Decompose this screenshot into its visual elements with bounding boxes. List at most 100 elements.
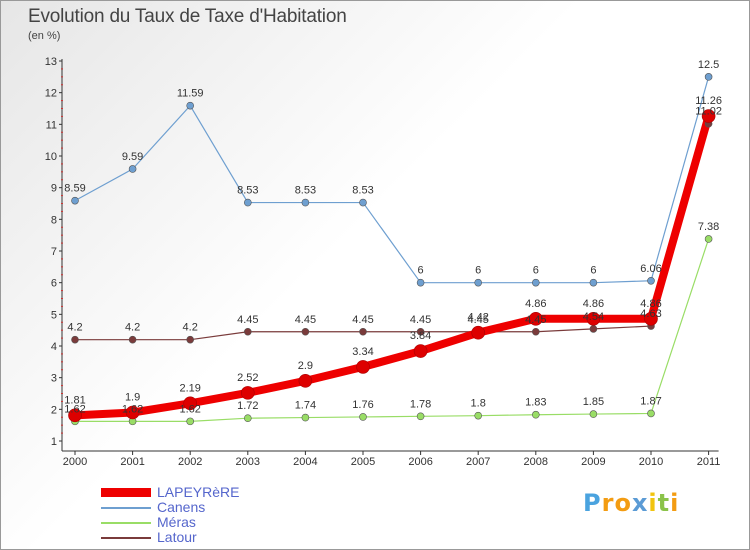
- y-minor-tick: [61, 321, 63, 323]
- data-label: 7.38: [698, 221, 719, 233]
- data-point: [68, 408, 82, 423]
- y-minor-tick: [61, 68, 63, 70]
- data-point: [183, 396, 197, 411]
- data-label: 11.02: [695, 106, 722, 118]
- data-point: [186, 101, 194, 110]
- y-minor-tick: [61, 210, 63, 212]
- y-minor-tick: [61, 100, 63, 102]
- y-minor-tick: [61, 305, 63, 307]
- data-point: [298, 374, 313, 388]
- data-point: [186, 417, 194, 426]
- y-minor-tick: [61, 266, 63, 268]
- data-point: [644, 311, 658, 326]
- y-tick-label: 7: [51, 246, 57, 258]
- data-point: [71, 335, 79, 344]
- data-label: 4.54: [583, 311, 604, 323]
- data-point: [531, 327, 540, 336]
- y-minor-tick: [61, 147, 63, 149]
- y-minor-tick: [61, 195, 63, 197]
- y-minor-tick: [61, 369, 63, 371]
- data-point: [704, 235, 713, 243]
- data-label: 6: [533, 265, 539, 277]
- data-point: [531, 410, 540, 419]
- series-line-1: [74, 76, 710, 284]
- data-label: 8.53: [237, 185, 258, 197]
- legend: LAPEYRèRE Canens Méras Latour: [101, 485, 239, 545]
- legend-label: Latour: [157, 529, 197, 545]
- data-point: [416, 278, 425, 287]
- y-minor-tick: [61, 416, 63, 418]
- data-point: [474, 278, 483, 287]
- data-point: [359, 198, 367, 207]
- y-tick-label: 10: [45, 151, 57, 163]
- data-point: [244, 198, 252, 207]
- data-label: 1.74: [295, 400, 316, 412]
- data-label: 6: [590, 265, 596, 277]
- data-point: [128, 335, 137, 344]
- legend-label: LAPEYRèRE: [157, 484, 240, 500]
- data-point: [589, 325, 598, 333]
- y-tick-label: 2: [51, 404, 57, 416]
- x-tick-label: 2009: [581, 456, 605, 468]
- y-tick-label: 5: [51, 309, 57, 321]
- y-minor-tick: [61, 76, 63, 78]
- y-tick-label: 13: [45, 56, 57, 68]
- series-lines: [71, 76, 713, 422]
- data-label: 4.2: [125, 322, 140, 334]
- data-point: [359, 327, 367, 336]
- data-point: [647, 276, 655, 285]
- data-point: [356, 360, 370, 374]
- chart-title: Evolution du Taux de Taxe d'Habitation: [28, 6, 347, 27]
- legend-swatch: [101, 536, 151, 539]
- data-point: [413, 344, 428, 358]
- legend-item: LAPEYRèRE: [101, 485, 239, 500]
- y-minor-tick: [61, 131, 63, 133]
- y-tick-label: 6: [51, 278, 57, 290]
- y-minor-tick: [61, 139, 63, 141]
- y-minor-tick: [61, 393, 63, 394]
- data-label: 4.45: [410, 314, 431, 326]
- data-label: 9.59: [122, 151, 143, 163]
- y-minor-tick: [61, 290, 63, 292]
- data-point: [128, 165, 137, 173]
- x-tick-label: 2005: [351, 456, 375, 468]
- y-tick-label: 1: [51, 436, 57, 448]
- data-point: [474, 411, 483, 420]
- x-tick-label: 2006: [408, 456, 432, 468]
- y-minor-tick: [61, 298, 63, 299]
- logo-letter: t: [657, 489, 671, 517]
- y-minor-tick: [61, 432, 63, 434]
- data-point: [647, 409, 655, 418]
- y-minor-tick: [61, 329, 63, 331]
- legend-swatch: [101, 521, 151, 524]
- legend-swatch: [101, 506, 151, 509]
- logo-letter: r: [601, 489, 615, 517]
- data-label: 1.62: [122, 403, 143, 415]
- y-minor-tick: [61, 361, 63, 363]
- data-label: 4.45: [237, 314, 258, 326]
- data-point: [301, 198, 310, 207]
- y-tick-label: 12: [45, 88, 57, 100]
- y-minor-tick: [61, 163, 63, 165]
- legend-item: Latour: [101, 530, 239, 545]
- x-tick-label: 2011: [697, 456, 721, 468]
- data-point: [244, 327, 252, 336]
- data-label: 4.86: [640, 298, 661, 310]
- data-label: 1.62: [64, 403, 85, 415]
- y-minor-tick: [61, 171, 63, 173]
- data-label: 3.34: [352, 346, 373, 358]
- data-label: 4.45: [525, 314, 546, 326]
- x-tick-label: 2004: [293, 456, 317, 468]
- data-labels: 1.81 1.92.192.522.93.343.844.424.86 4.86 4.…: [64, 59, 722, 416]
- data-point: [528, 311, 543, 326]
- data-label: 1.83: [525, 397, 546, 409]
- data-label: 2.19: [179, 382, 200, 394]
- data-label: 11.26: [695, 95, 722, 107]
- data-point: [125, 405, 140, 420]
- data-label: 4.63: [640, 308, 661, 320]
- data-label: 1.81: [64, 394, 85, 406]
- y-minor-tick: [61, 258, 63, 260]
- y-minor-tick: [61, 108, 63, 109]
